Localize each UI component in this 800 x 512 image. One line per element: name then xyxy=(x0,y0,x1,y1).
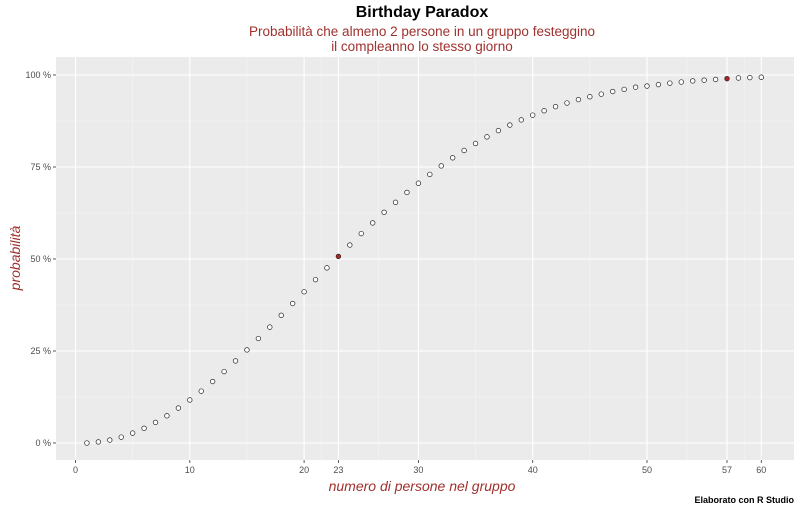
data-point xyxy=(198,388,204,394)
data-point xyxy=(164,413,170,419)
data-point xyxy=(735,75,742,81)
x-tick-label: 20 xyxy=(299,465,309,475)
data-point xyxy=(712,76,719,83)
data-point xyxy=(438,163,444,169)
data-point xyxy=(575,97,582,103)
x-tick-label: 23 xyxy=(333,465,343,475)
data-point xyxy=(232,358,239,364)
x-axis-label: numero di persone nel gruppo xyxy=(328,478,516,494)
x-tick-label: 30 xyxy=(413,465,423,475)
data-point xyxy=(175,405,182,411)
y-tick-label: 0 % xyxy=(35,438,51,448)
data-point xyxy=(301,289,307,295)
y-tick-label: 75 % xyxy=(30,162,51,172)
x-tick-label: 60 xyxy=(756,465,766,475)
y-tick-label: 100 % xyxy=(25,70,51,80)
data-point xyxy=(210,378,216,385)
x-tick-label: 10 xyxy=(185,465,195,475)
data-point xyxy=(598,91,604,97)
data-point xyxy=(621,86,627,93)
data-point xyxy=(610,88,616,95)
data-point xyxy=(690,78,696,84)
data-point xyxy=(530,112,536,118)
data-point xyxy=(472,140,479,147)
data-point xyxy=(747,74,753,81)
data-point xyxy=(255,335,262,342)
chart-caption: Elaborato con R Studio xyxy=(694,495,794,505)
data-point xyxy=(541,108,547,114)
data-point xyxy=(518,117,524,123)
x-tick-label: 50 xyxy=(642,465,652,475)
data-point xyxy=(324,265,330,271)
data-point xyxy=(758,74,764,80)
grid-major xyxy=(56,57,794,460)
data-point xyxy=(655,81,662,88)
data-point xyxy=(415,180,422,186)
data-point xyxy=(244,347,250,353)
y-tick-label: 25 % xyxy=(30,346,51,356)
data-point xyxy=(370,220,376,226)
data-point xyxy=(450,155,456,161)
data-point xyxy=(84,440,90,446)
data-point xyxy=(564,100,570,106)
data-point xyxy=(187,397,193,403)
data-point-highlight xyxy=(335,253,342,260)
data-point xyxy=(678,79,684,85)
x-tick-label: 40 xyxy=(528,465,538,475)
data-point xyxy=(347,242,353,248)
data-point xyxy=(152,419,159,426)
x-axis-ticks: 0 10 20 23 30 40 50 57 60 xyxy=(73,460,766,475)
y-axis-label: probabilità xyxy=(7,225,23,291)
data-point-highlight xyxy=(724,76,730,82)
data-point xyxy=(312,276,319,283)
chart-subtitle-line-1: Probabilità che almeno 2 persone in un g… xyxy=(249,24,595,39)
data-point xyxy=(484,134,490,140)
data-point xyxy=(644,83,650,89)
data-point xyxy=(495,127,502,134)
chart-subtitle-line-2: il compleanno lo stesso giorno xyxy=(331,39,513,54)
data-point xyxy=(107,437,113,443)
data-point xyxy=(392,199,399,205)
data-point xyxy=(507,122,513,128)
data-point xyxy=(221,368,227,375)
chart-subtitle: Probabilità che almeno 2 persone in un g… xyxy=(0,24,800,54)
data-point xyxy=(278,312,284,318)
data-point xyxy=(427,171,433,178)
data-point xyxy=(632,84,639,90)
data-point xyxy=(267,324,273,330)
y-axis-ticks: 0 % 25 % 50 % 75 % 100 % xyxy=(25,70,56,448)
data-point xyxy=(381,209,387,215)
data-point xyxy=(118,434,124,440)
chart-title: Birthday Paradox xyxy=(355,4,489,21)
data-point xyxy=(404,189,410,196)
data-points xyxy=(84,74,764,446)
x-tick-label: 0 xyxy=(73,465,78,475)
y-tick-label: 50 % xyxy=(30,254,51,264)
data-point xyxy=(552,103,559,110)
data-point xyxy=(461,147,467,154)
data-point xyxy=(290,300,296,307)
data-point xyxy=(667,80,673,86)
data-point xyxy=(587,94,593,100)
data-point xyxy=(358,230,364,237)
x-tick-label: 57 xyxy=(722,465,732,475)
data-point xyxy=(701,77,707,83)
data-point xyxy=(95,439,102,445)
data-point xyxy=(129,430,136,436)
data-point xyxy=(141,425,147,431)
